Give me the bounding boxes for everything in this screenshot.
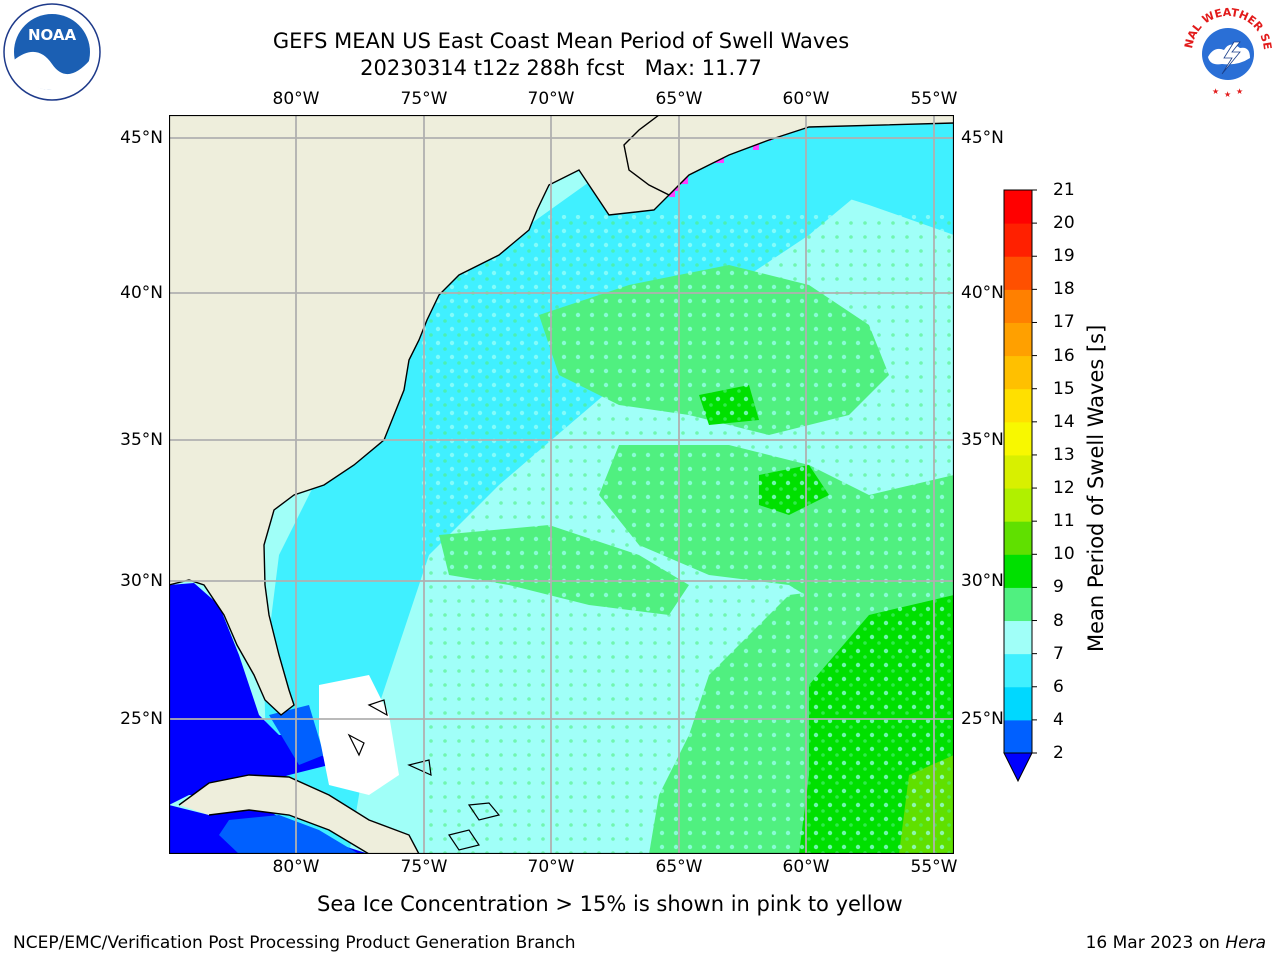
colorbar-tick-label: 7 — [1053, 643, 1064, 664]
lat-label-right: 25°N — [961, 709, 1004, 729]
colorbar-segment — [1004, 256, 1032, 290]
colorbar-tick-label: 16 — [1053, 345, 1075, 366]
lon-label-bottom: 70°W — [527, 857, 575, 877]
colorbar-tick-label: 6 — [1053, 676, 1064, 697]
sea-ice-cell — [753, 143, 759, 150]
lon-label-top: 55°W — [910, 89, 958, 109]
colorbar-segment — [1004, 686, 1032, 721]
lat-label-right: 35°N — [961, 430, 1004, 450]
colorbar-tick-label: 20 — [1053, 213, 1075, 234]
colorbar-tick-label: 17 — [1053, 312, 1075, 333]
colorbar-tick-label: 13 — [1053, 444, 1075, 465]
noaa-logo-text: NOAA — [28, 26, 77, 44]
colorbar-segment — [1004, 355, 1032, 390]
chart-subtitle: 20230314 t12z 288h fcst Max: 11.77 — [360, 56, 762, 80]
lat-label-left: 30°N — [120, 571, 163, 591]
lon-label-top: 65°W — [655, 89, 703, 109]
lon-label-bottom: 65°W — [655, 857, 703, 877]
footer-machine: Hera — [1225, 933, 1266, 953]
svg-text:★: ★ — [1224, 90, 1231, 99]
colorbar-tick-label: 8 — [1053, 610, 1064, 631]
colorbar-tick-label: 4 — [1053, 709, 1064, 730]
colorbar-frame — [1003, 189, 1033, 754]
bahamas-banks — [319, 675, 399, 795]
colorbar-svg — [1003, 189, 1037, 783]
coastline-cuba — [178, 774, 420, 854]
colorbar-tick-label: 2 — [1053, 743, 1064, 763]
lat-label-right: 30°N — [961, 571, 1004, 591]
svg-text:★: ★ — [1212, 87, 1219, 96]
colorbar-tick-label: 9 — [1053, 577, 1064, 598]
map-frame — [168, 114, 955, 855]
lon-label-bottom: 75°W — [400, 857, 448, 877]
gulf-of-mexico — [169, 583, 329, 805]
sea-ice-cell — [681, 177, 688, 184]
colorbar-tick-label: 11 — [1053, 511, 1075, 532]
colorbar-tick-label: 21 — [1053, 180, 1075, 200]
colorbar-tick-label: 14 — [1053, 411, 1075, 432]
lon-label-top: 75°W — [400, 89, 448, 109]
texture-overlay — [419, 215, 954, 854]
nws-logo: NATIONAL WEATHER SERVICE ★ ★ ★ — [1173, 0, 1278, 102]
sea-ice-cell — [674, 185, 680, 191]
colorbar-title: Mean Period of Swell Waves [s] — [1084, 324, 1108, 652]
coastline-us — [169, 115, 671, 716]
sea-ice-note: Sea Ice Concentration > 15% is shown in … — [317, 892, 903, 916]
lat-label-left: 35°N — [120, 430, 163, 450]
colorbar-segment — [1004, 488, 1032, 522]
noaa-logo: NOAA — [2, 2, 102, 102]
land-nova-scotia — [624, 115, 954, 195]
colorbar-segment — [1004, 289, 1032, 323]
chart-title: GEFS MEAN US East Coast Mean Period of S… — [272, 29, 850, 53]
footer-right: 16 Mar 2023 on Hera — [1086, 933, 1266, 953]
colorbar-tick-label: 18 — [1053, 279, 1075, 300]
svg-text:★: ★ — [1236, 87, 1243, 96]
colorbar-tick-label: 15 — [1053, 378, 1075, 399]
colorbar-segment — [1004, 521, 1032, 555]
lon-label-top: 80°W — [272, 89, 320, 109]
lon-label-bottom: 80°W — [272, 857, 320, 877]
lat-label-right: 40°N — [961, 283, 1004, 303]
map-svg — [168, 114, 955, 855]
coastline-islands — [347, 699, 501, 851]
colorbar-segment — [1004, 223, 1032, 257]
colorbar-segment — [1004, 388, 1032, 423]
graticule — [169, 115, 954, 854]
colorbar-segment — [1004, 322, 1032, 357]
colorbar — [1000, 185, 1050, 785]
colorbar-segment — [1004, 653, 1032, 688]
caribbean-midblue — [219, 815, 359, 854]
colorbar-segment — [1004, 190, 1032, 224]
colorbar-underflow-triangle — [1003, 752, 1033, 783]
colorbar-tick-label: 12 — [1053, 478, 1075, 499]
colorbar-segment — [1004, 620, 1032, 655]
lat-label-right: 45°N — [961, 128, 1004, 148]
colorbar-tick-label: 10 — [1053, 544, 1075, 565]
colorbar-segment — [1004, 454, 1032, 489]
map-panel — [168, 114, 955, 855]
lon-label-top: 70°W — [527, 89, 575, 109]
lon-label-bottom: 60°W — [782, 857, 830, 877]
lat-label-left: 25°N — [120, 709, 163, 729]
coastline-canada — [668, 122, 954, 196]
colorbar-segment — [1004, 587, 1032, 622]
footer-date: 16 Mar 2023 on — [1085, 933, 1226, 953]
lon-label-bottom: 55°W — [910, 857, 958, 877]
land-cuba — [179, 775, 419, 854]
lon-label-top: 60°W — [782, 89, 830, 109]
footer-left: NCEP/EMC/Verification Post Processing Pr… — [13, 933, 576, 953]
lat-label-left: 40°N — [120, 283, 163, 303]
colorbar-segment — [1004, 719, 1032, 754]
sea-ice-cell — [669, 191, 675, 197]
colorbar-segment — [1004, 421, 1032, 456]
colorbar-segment — [1004, 554, 1032, 588]
lat-label-left: 45°N — [120, 128, 163, 148]
land-north-america — [169, 115, 669, 715]
colorbar-tick-label: 19 — [1053, 246, 1075, 267]
